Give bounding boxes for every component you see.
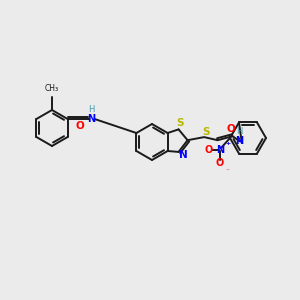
Text: H: H — [88, 105, 95, 114]
Text: N: N — [216, 145, 224, 155]
Text: ⁻: ⁻ — [225, 166, 229, 175]
Text: O: O — [205, 145, 213, 155]
Text: O: O — [216, 158, 224, 168]
Text: S: S — [202, 127, 209, 137]
Text: O: O — [75, 121, 84, 131]
Text: CH₃: CH₃ — [45, 84, 59, 93]
Text: H: H — [236, 127, 243, 136]
Text: N: N — [179, 150, 188, 160]
Text: O: O — [226, 124, 235, 134]
Text: N: N — [88, 114, 96, 124]
Text: +: + — [225, 141, 230, 146]
Text: N: N — [236, 136, 244, 146]
Text: S: S — [176, 118, 183, 128]
